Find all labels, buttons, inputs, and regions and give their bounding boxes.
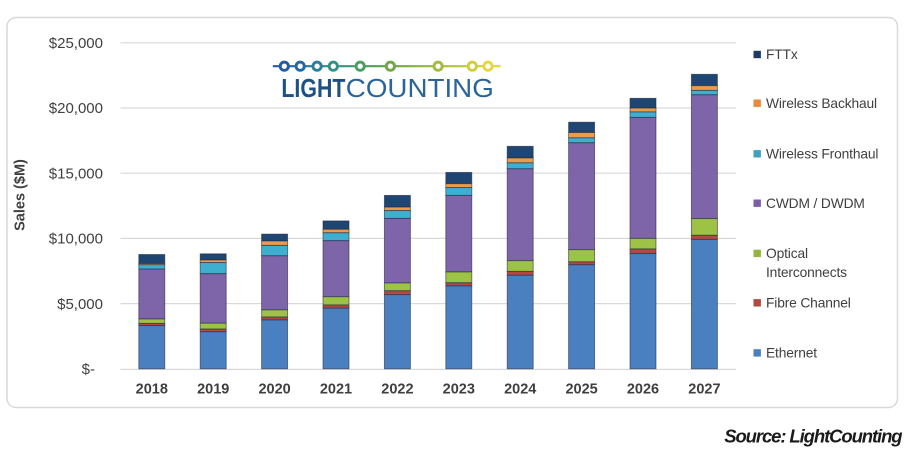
svg-text:$25,000: $25,000 — [49, 35, 103, 52]
svg-text:Wireless Backhaul: Wireless Backhaul — [766, 96, 877, 111]
svg-text:2021: 2021 — [320, 382, 352, 398]
svg-text:2019: 2019 — [197, 382, 229, 398]
svg-text:$5,000: $5,000 — [57, 296, 103, 313]
svg-text:COUNTING: COUNTING — [346, 73, 494, 103]
svg-text:2018: 2018 — [136, 382, 168, 398]
svg-text:CWDM / DWDM: CWDM / DWDM — [766, 196, 865, 211]
svg-text:2020: 2020 — [258, 382, 290, 398]
svg-text:Ethernet: Ethernet — [766, 346, 817, 361]
svg-text:$15,000: $15,000 — [49, 165, 103, 182]
svg-text:$-: $- — [82, 361, 95, 378]
svg-text:2026: 2026 — [627, 382, 659, 398]
svg-text:2023: 2023 — [443, 382, 475, 398]
svg-text:Fibre Channel: Fibre Channel — [766, 295, 851, 310]
svg-text:2027: 2027 — [688, 382, 720, 398]
svg-text:$20,000: $20,000 — [49, 100, 103, 117]
svg-text:2024: 2024 — [504, 382, 536, 398]
svg-text:LIGHT: LIGHT — [281, 73, 345, 103]
svg-text:Sales ($M): Sales ($M) — [13, 159, 29, 231]
svg-text:2025: 2025 — [565, 382, 597, 398]
svg-text:FTTx: FTTx — [766, 47, 798, 62]
svg-text:Wireless Fronthaul: Wireless Fronthaul — [766, 146, 878, 161]
svg-text:Interconnects: Interconnects — [766, 265, 847, 280]
svg-text:Optical: Optical — [766, 246, 808, 261]
svg-text:Source: LightCounting: Source: LightCounting — [724, 426, 902, 447]
svg-text:$10,000: $10,000 — [49, 231, 103, 248]
svg-text:2022: 2022 — [381, 382, 413, 398]
